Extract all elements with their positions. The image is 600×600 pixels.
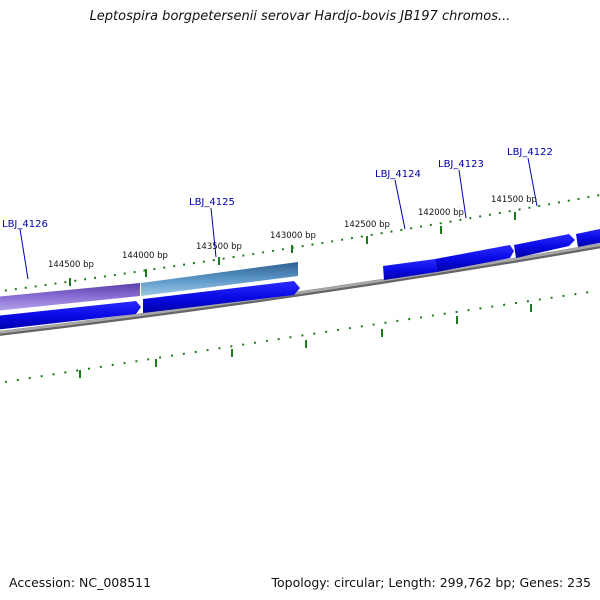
topology-stats-text: Topology: circular; Length: 299,762 bp; … bbox=[271, 575, 592, 590]
tick-label-144000: 144000 bp bbox=[122, 251, 168, 261]
gene-forward-2[interactable] bbox=[143, 281, 300, 313]
backbone bbox=[0, 243, 600, 334]
gene-label-lbj-4124[interactable]: LBJ_4124 bbox=[375, 169, 421, 180]
gene-forward-3[interactable] bbox=[383, 259, 437, 280]
gene-label-lbj-4123[interactable]: LBJ_4123 bbox=[438, 159, 484, 170]
inner-tick-track bbox=[4, 291, 591, 383]
tick-label-142000: 142000 bp bbox=[418, 208, 464, 218]
tick-label-143500: 143500 bp bbox=[196, 242, 242, 252]
map-title: Leptospira borgpetersenii serovar Hardjo… bbox=[89, 9, 511, 24]
outer-major-ticks bbox=[69, 212, 516, 286]
tick-label-141500: 141500 bp bbox=[491, 195, 537, 205]
accession-text: Accession: NC_008511 bbox=[9, 575, 152, 590]
gene-label-lbj-4122[interactable]: LBJ_4122 bbox=[507, 147, 553, 158]
tick-label-144500: 144500 bp bbox=[48, 260, 94, 270]
gene-forward-1[interactable] bbox=[0, 301, 141, 330]
gene-forward-4[interactable] bbox=[435, 245, 514, 272]
tick-label-142500: 142500 bp bbox=[344, 220, 390, 230]
tick-label-143000: 143000 bp bbox=[270, 231, 316, 241]
gene-forward-5[interactable] bbox=[514, 234, 575, 258]
inner-major-ticks bbox=[79, 304, 532, 378]
gene-forward-6[interactable] bbox=[576, 228, 600, 247]
gene-lbj-4125-feature[interactable] bbox=[141, 262, 298, 296]
outer-tick-track bbox=[0, 194, 600, 293]
gene-label-leaders bbox=[19, 157, 538, 280]
gene-label-lbj-4126[interactable]: LBJ_4126 bbox=[2, 219, 48, 230]
gene-label-lbj-4125[interactable]: LBJ_4125 bbox=[189, 197, 235, 208]
gene-lbj-4126-feature[interactable] bbox=[0, 283, 140, 311]
